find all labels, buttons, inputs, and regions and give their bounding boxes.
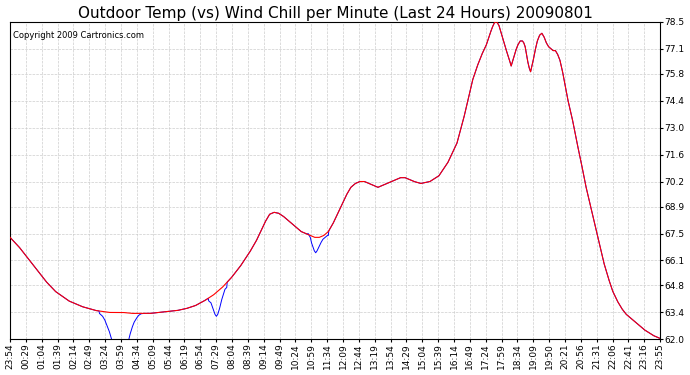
Text: Copyright 2009 Cartronics.com: Copyright 2009 Cartronics.com [13,31,144,40]
Title: Outdoor Temp (vs) Wind Chill per Minute (Last 24 Hours) 20090801: Outdoor Temp (vs) Wind Chill per Minute … [78,6,593,21]
